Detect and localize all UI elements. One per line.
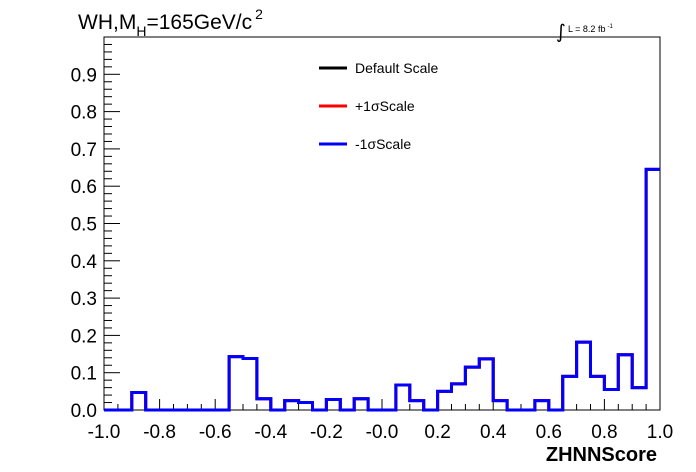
x-tick-label: 0.8 xyxy=(591,422,617,443)
x-tick-label: -0.0 xyxy=(366,422,399,443)
title-rest: =165GeV/c xyxy=(146,11,252,34)
title-subscript: H xyxy=(136,23,146,39)
y-tick-label: 0.5 xyxy=(71,215,97,236)
title-superscript: 2 xyxy=(255,6,263,22)
legend: Default Scale +1σScale -1σScale xyxy=(319,60,438,152)
x-tick-label: -0.4 xyxy=(254,422,287,443)
y-axis: 0.0 0.1 0.2 0.3 0.4 0.5 0.6 0.7 0.8 0.9 xyxy=(71,43,120,422)
y-tick-label: 0.4 xyxy=(71,252,98,273)
y-tick-label: 0.8 xyxy=(71,103,97,124)
y-tick-label: 0.2 xyxy=(71,326,97,347)
integral-sign: ∫ xyxy=(556,21,566,43)
x-tick-label: -0.2 xyxy=(310,422,343,443)
legend-entry-label: +1σScale xyxy=(355,98,415,114)
x-axis-title: ZHNNScore xyxy=(546,444,657,466)
luminosity-superscript: -1 xyxy=(607,24,613,30)
luminosity-label: L = 8.2 fb -1 xyxy=(568,24,613,34)
x-tick-label: 0.4 xyxy=(480,422,507,443)
x-tick-label: 0.6 xyxy=(536,422,562,443)
series-layer xyxy=(104,167,660,412)
legend-entry-label: -1σScale xyxy=(355,136,411,152)
chart-title: WH,MH=165GeV/c 2 xyxy=(78,6,263,39)
x-tick-label: -0.8 xyxy=(143,422,176,443)
x-tick-label: 0.2 xyxy=(424,422,450,443)
x-tick-label: 1.0 xyxy=(647,422,673,443)
y-tick-label: 0.3 xyxy=(71,289,97,310)
x-tick-label: -0.6 xyxy=(199,422,232,443)
x-tick-label: -1.0 xyxy=(88,422,121,443)
y-tick-label: 0.7 xyxy=(71,140,97,161)
title-main: WH,M xyxy=(78,11,136,34)
series-2-line xyxy=(104,167,660,412)
y-tick-label: 0.9 xyxy=(71,65,97,86)
legend-entry-label: Default Scale xyxy=(355,60,438,76)
luminosity-text: L = 8.2 fb xyxy=(568,24,605,34)
y-tick-label: 0.1 xyxy=(71,364,97,385)
x-axis: -1.0 -0.8 -0.6 -0.4 -0.2 -0.0 0.2 0.4 0.6 0.8 1.0 xyxy=(88,399,673,443)
y-tick-label: 0.6 xyxy=(71,177,97,198)
y-tick-label: 0.0 xyxy=(71,401,97,422)
